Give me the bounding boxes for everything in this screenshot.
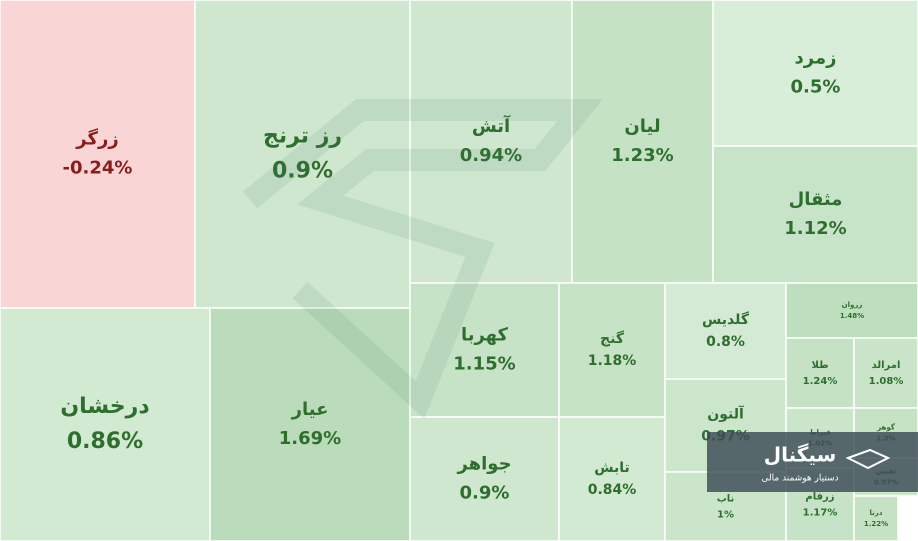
tile-label: زرفام [805, 492, 834, 503]
tile [409, 282, 560, 418]
tile-label: طلا [811, 360, 828, 371]
tile-label: رز ترنج [263, 123, 342, 148]
tile [853, 495, 899, 541]
tile [0, 0, 196, 309]
tile [785, 337, 855, 409]
tile-label: امرالد [872, 360, 901, 371]
tile-label: آلتون [707, 404, 745, 422]
tile [0, 307, 211, 541]
tile-value: 0.5% [791, 76, 841, 97]
tile-label: زمرد [795, 48, 837, 69]
watermark-box [707, 432, 918, 492]
tile-value: 1% [717, 510, 734, 521]
tile-value: 1.69% [279, 428, 341, 449]
watermark-subtitle: دستیار هوشمند مالی [761, 474, 838, 484]
tile-label: درنا [870, 509, 883, 517]
tile [712, 0, 918, 147]
tile-value: 0.8% [706, 334, 745, 350]
tile [664, 282, 787, 380]
tile-value: 0.84% [588, 482, 637, 498]
tile [209, 307, 411, 541]
tile-label: گلدیس [702, 311, 750, 328]
watermark: سیگنال دستیار هوشمند مالی [707, 432, 918, 492]
tile-value: 0.94% [460, 145, 522, 166]
tile-value: 1.22% [864, 520, 888, 528]
tile-label: مثقال [789, 189, 843, 210]
tile-value: 1.18% [588, 353, 637, 369]
tile [194, 0, 411, 309]
tile-label: درخشان [60, 394, 149, 419]
tile-value: 0.86% [67, 429, 143, 454]
tile-value: 1.17% [803, 508, 838, 519]
tile-label: گوهر [876, 422, 896, 431]
watermark-logo [243, 99, 603, 419]
watermark-title: سیگنال [764, 443, 837, 467]
tile-value: 1.24% [803, 376, 838, 387]
tile [558, 282, 666, 418]
tile-label: ناب [717, 494, 735, 505]
tile-label: گنج [600, 330, 625, 347]
tile-value: 1.08% [869, 376, 904, 387]
tile-label: تابش [594, 460, 630, 476]
tile-value: 0.9% [272, 159, 333, 184]
tile-value: 1.15% [453, 353, 515, 374]
tile-label: زرگر [75, 128, 118, 150]
tile-label: آتش [472, 114, 511, 137]
tile [409, 416, 560, 541]
tile-value: 1.48% [840, 312, 864, 320]
tile-value: 1.23% [611, 145, 673, 166]
tile [558, 416, 666, 541]
tile-label: لیان [624, 116, 660, 137]
tile [571, 0, 714, 284]
tile [853, 337, 918, 409]
tile-label: جواهر [456, 454, 511, 475]
tile-label: زروان [842, 301, 863, 309]
tile-label: عیار [291, 399, 329, 420]
tile-value: 0.9% [460, 482, 510, 503]
tile [712, 145, 918, 284]
tile-value: -0.24% [63, 157, 133, 178]
tile-label: کهربا [461, 325, 509, 346]
watermark-icon [845, 448, 891, 470]
tile [785, 282, 918, 339]
tile-value: 1.12% [784, 218, 846, 239]
